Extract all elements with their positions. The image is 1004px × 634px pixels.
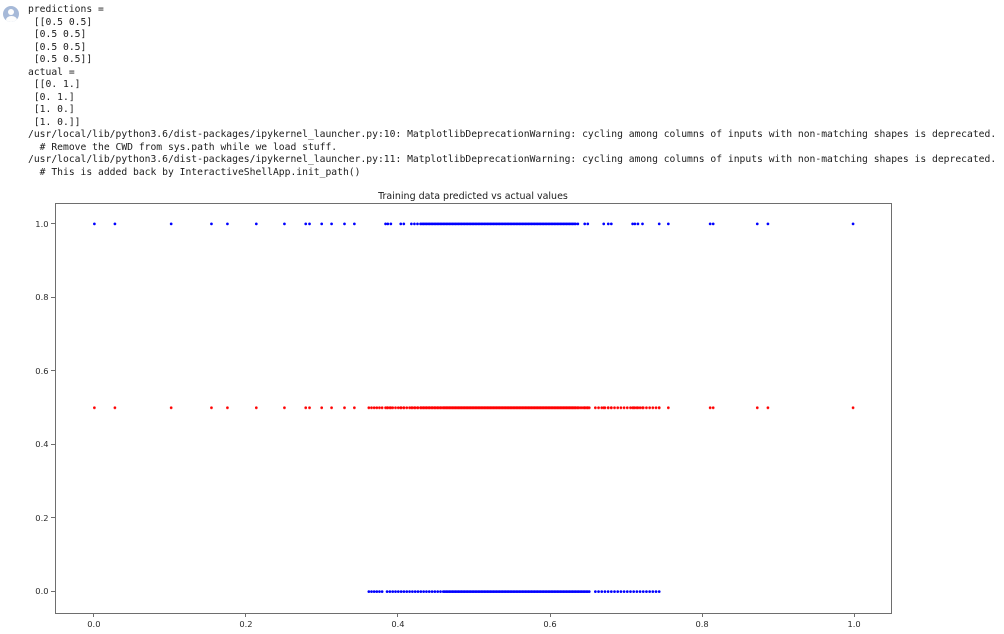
y-tick-mark	[51, 590, 55, 592]
x-tick-label: 0.8	[695, 618, 709, 629]
y-tick-mark	[51, 296, 55, 298]
x-tick-mark	[397, 613, 399, 617]
y-tick-mark	[51, 517, 55, 519]
y-tick-label: 0.0	[35, 586, 49, 597]
y-tick-label: 0.8	[35, 292, 49, 303]
x-tick-mark	[549, 613, 551, 617]
y-tick-mark	[51, 370, 55, 372]
y-tick-label: 0.4	[35, 439, 49, 450]
x-tick-label: 0.0	[87, 618, 101, 629]
chart-title: Training data predicted vs actual values	[378, 191, 568, 202]
user-avatar-icon	[3, 6, 19, 22]
y-tick-mark	[51, 443, 55, 445]
y-tick-label: 0.6	[35, 365, 49, 376]
console-output: predictions = [[0.5 0.5] [0.5 0.5] [0.5 …	[28, 4, 997, 178]
x-tick-mark	[245, 613, 247, 617]
x-tick-mark	[93, 613, 95, 617]
y-tick-label: 0.2	[35, 512, 49, 523]
x-tick-label: 0.4	[391, 618, 405, 629]
matplotlib-figure: Training data predicted vs actual values…	[0, 188, 1004, 634]
scatter-canvas	[55, 204, 891, 613]
x-tick-mark	[853, 613, 855, 617]
y-tick-mark	[51, 223, 55, 225]
x-tick-label: 1.0	[847, 618, 861, 629]
y-tick-label: 1.0	[35, 218, 49, 229]
x-tick-label: 0.2	[239, 618, 253, 629]
x-tick-label: 0.6	[543, 618, 557, 629]
x-tick-mark	[701, 613, 703, 617]
